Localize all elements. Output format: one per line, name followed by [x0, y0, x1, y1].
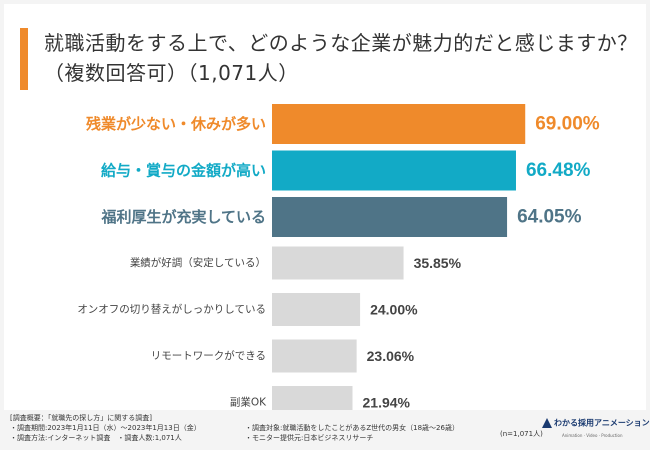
value-label-5: 24.00% — [370, 302, 418, 318]
title-accent-bar — [20, 28, 28, 90]
survey-target: ・調査対象:就職活動をしたことがあるZ世代の男女（18歳〜26歳） — [245, 424, 459, 432]
bar-chart: 残業が少ない・休みが多い 69.00% 給与・賞与の金額が高い 66.48% 福利厚生が… — [77, 104, 600, 411]
bar-7 — [272, 386, 353, 410]
brand-logo: わかる採用アニメーション Animation · Video · Product… — [542, 418, 650, 438]
value-label-1: 69.00% — [535, 114, 600, 135]
survey-heading: [調査概要：「就職先の探し方」に関する調査] — [10, 414, 152, 422]
value-label-4: 35.85% — [414, 255, 462, 271]
survey-method: ・調査方法:インターネット調査 ・調査人数:1,071人 — [10, 434, 182, 442]
value-label-2: 66.48% — [526, 160, 591, 181]
category-label-4: 業績が好調（安定している） — [130, 256, 266, 269]
category-label-3: 福利厚生が充実している — [100, 208, 266, 226]
survey-period: ・調査期間:2023年1月11日（水）〜2023年1月13日（金） — [10, 424, 201, 432]
value-label-3: 64.05% — [517, 207, 582, 228]
title-line-2: （複数回答可）（1,071人） — [44, 61, 299, 85]
value-label-7: 21.94% — [363, 395, 411, 411]
bar-1 — [272, 104, 526, 144]
category-label-6: リモートワークができる — [151, 349, 266, 362]
value-label-6: 23.06% — [367, 348, 415, 364]
survey-footer: [調査概要：「就職先の探し方」に関する調査] ・調査期間:2023年1月11日（… — [0, 410, 650, 450]
survey-provider: ・モニター提供元:日本ビジネスリサーチ — [245, 434, 374, 442]
sample-size: (n=1,071人) — [500, 430, 543, 438]
bar-5 — [272, 293, 361, 326]
bar-2 — [272, 150, 516, 191]
category-label-1: 残業が少ない・休みが多い — [86, 115, 266, 133]
bar-6 — [272, 339, 357, 373]
category-label-5: オンオフの切り替えがしっかりしている — [77, 303, 266, 316]
bar-4 — [272, 246, 404, 280]
bar-3 — [272, 197, 508, 237]
brand-subtitle: Animation · Video · Production — [562, 433, 623, 438]
category-label-7: 副業OK — [230, 396, 267, 409]
title-line-1: 就職活動をする上で、どのような企業が魅力的だと感じますか？ — [44, 31, 638, 55]
brand-name: わかる採用アニメーション — [554, 418, 650, 428]
chart-title: 就職活動をする上で、どのような企業が魅力的だと感じますか？ （複数回答可）（1,… — [44, 28, 638, 88]
brand-logo-icon — [542, 418, 552, 428]
category-label-2: 給与・賞与の金額が高い — [101, 162, 266, 180]
